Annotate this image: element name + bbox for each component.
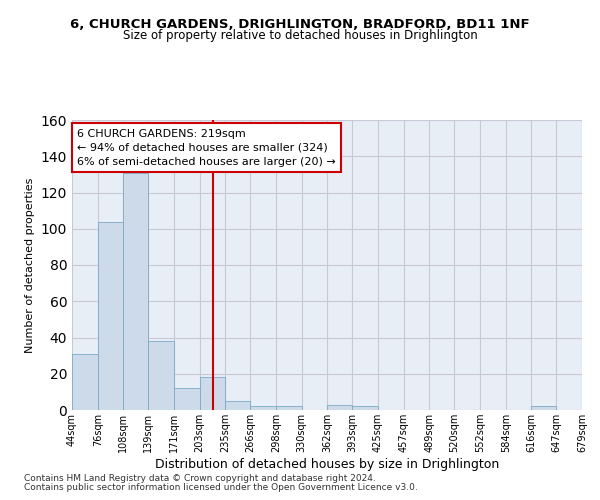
Bar [250,406,276,410]
Bar [98,222,124,410]
Bar [148,341,174,410]
Y-axis label: Number of detached properties: Number of detached properties [25,178,35,352]
Bar [532,406,556,410]
Bar [226,401,250,410]
Bar [276,406,302,410]
X-axis label: Distribution of detached houses by size in Drighlington: Distribution of detached houses by size … [155,458,499,471]
Bar [328,404,352,410]
Text: 6, CHURCH GARDENS, DRIGHLINGTON, BRADFORD, BD11 1NF: 6, CHURCH GARDENS, DRIGHLINGTON, BRADFOR… [70,18,530,30]
Text: 6 CHURCH GARDENS: 219sqm
← 94% of detached houses are smaller (324)
6% of semi-d: 6 CHURCH GARDENS: 219sqm ← 94% of detach… [77,128,336,166]
Bar [352,406,378,410]
Text: Size of property relative to detached houses in Drighlington: Size of property relative to detached ho… [122,29,478,42]
Bar [200,378,226,410]
Bar [72,354,98,410]
Bar [124,172,148,410]
Bar [174,388,200,410]
Text: Contains public sector information licensed under the Open Government Licence v3: Contains public sector information licen… [24,483,418,492]
Text: Contains HM Land Registry data © Crown copyright and database right 2024.: Contains HM Land Registry data © Crown c… [24,474,376,483]
